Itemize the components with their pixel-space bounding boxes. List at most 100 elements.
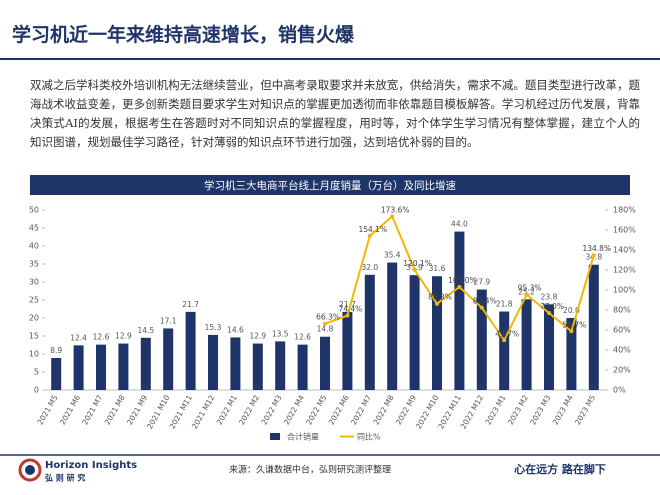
x-tick-label: 2022 M12 (459, 393, 486, 430)
bar-label: 12.9 (115, 332, 132, 341)
line-point (591, 253, 596, 258)
legend-label: 合计销量 (287, 432, 319, 442)
bar-label: 14.8 (317, 325, 334, 334)
x-tick-label: 2022 M6 (327, 393, 351, 426)
bar (476, 289, 487, 390)
x-tick-label: 2022 M8 (372, 393, 396, 426)
bar (140, 337, 151, 390)
bar-label: 31.6 (429, 264, 446, 273)
bar (544, 304, 554, 390)
line-label: 134.8% (582, 244, 611, 253)
bar (499, 311, 510, 390)
y-tick-label: 20 (29, 314, 39, 323)
bar-label: 21.8 (496, 300, 513, 309)
paragraph: 双减之后学科类校外培训机构无法继续营业，但中高考录取要求并未放宽，供给消失，需求… (30, 78, 640, 149)
y2-tick-label: 140% (613, 246, 636, 255)
source: 来源：久谦数据中台，弘则研究测评整理 (229, 464, 391, 476)
x-tick-label: 2023 M1 (484, 393, 508, 426)
line-point (323, 321, 327, 326)
x-tick-label: 2022 M7 (349, 393, 373, 426)
bar-label: 27.9 (473, 278, 490, 287)
bar-label: 44.0 (451, 220, 468, 229)
y2-tick-label: 0% (613, 386, 626, 395)
bar-label: 21.7 (182, 300, 199, 309)
y-tick-label: 10 (29, 350, 39, 359)
x-tick-label: 2022 M5 (304, 393, 328, 426)
line-label: 154.1% (358, 225, 387, 234)
bar (96, 344, 106, 390)
bar (163, 328, 174, 390)
x-tick-label: 2022 M1 (215, 393, 239, 426)
bar-label: 12.4 (70, 333, 87, 342)
line-label: 95.3% (518, 284, 542, 293)
bar-label: 12.6 (294, 333, 311, 342)
logo-icon (18, 458, 42, 482)
line-point (367, 233, 372, 238)
bar-label: 23.8 (541, 292, 558, 301)
bar (432, 276, 442, 390)
x-tick-label: 2022 M3 (260, 393, 284, 426)
line-label: 86.3% (428, 293, 452, 302)
bar (73, 345, 84, 390)
x-tick-label: 2022 M2 (237, 393, 261, 426)
line-label: 58.7% (562, 320, 586, 329)
y2-tick-label: 40% (613, 346, 631, 355)
y2-tick-label: 20% (613, 366, 631, 375)
x-tick-label: 2021 M12 (190, 393, 217, 430)
line-point (457, 285, 462, 289)
legend-swatch (270, 433, 280, 440)
y-tick-label: 15 (29, 332, 39, 341)
bar-label: 12.9 (249, 332, 266, 341)
x-tick-label: 2021 M8 (103, 393, 127, 426)
bar (588, 264, 599, 390)
legend-label: 同比% (357, 432, 381, 442)
x-tick-label: 2021 M5 (36, 393, 60, 426)
bar (297, 344, 308, 390)
bar (409, 275, 420, 390)
bar (364, 274, 375, 390)
bar-label: 25.2 (518, 287, 535, 296)
line-label: 120.1% (403, 259, 432, 268)
bar-label: 14.5 (137, 326, 154, 335)
y2-tick-label: 120% (613, 266, 636, 275)
y2-tick-label: 60% (613, 326, 631, 335)
line-label: 74.4% (338, 305, 362, 314)
x-tick-label: 2023 M5 (573, 393, 597, 426)
line-point (345, 313, 350, 318)
x-tick-label: 2022 M4 (282, 393, 306, 426)
bar-label: 32.0 (361, 263, 378, 272)
bar (51, 357, 62, 390)
bar (275, 341, 286, 390)
x-tick-label: 2021 M9 (125, 393, 149, 426)
line-label: 66.3% (316, 313, 340, 322)
line-point (479, 305, 484, 310)
chart-title-bar (30, 175, 630, 195)
logo-sub: 弘 则 研 究 (45, 473, 85, 483)
bar-label: 17.1 (160, 316, 177, 325)
line-point (502, 338, 507, 343)
bar-label: 8.9 (50, 346, 62, 355)
bar-label: 21.7 (339, 300, 356, 309)
line-label: 77.0% (540, 302, 564, 311)
line-label: 173.6% (381, 205, 410, 214)
bar-label: 20.0 (563, 306, 580, 315)
bar (387, 262, 398, 390)
y-tick-label: 45 (29, 224, 39, 233)
x-tick-label: 2023 M3 (528, 393, 552, 426)
y-tick-label: 25 (29, 296, 39, 305)
line-point (435, 301, 439, 306)
bar-label: 13.5 (272, 329, 289, 338)
x-tick-label: 2023 M4 (551, 393, 575, 426)
title-rule (0, 58, 660, 60)
x-tick-label: 2021 M7 (80, 393, 104, 426)
bar (185, 311, 196, 390)
line-point (547, 311, 551, 315)
line-point (412, 267, 417, 272)
bar-label: 15.3 (205, 323, 222, 332)
y-tick-label: 5 (34, 368, 39, 377)
bar (230, 337, 241, 390)
bar-label: 35.4 (384, 251, 401, 260)
y-tick-label: 35 (29, 260, 39, 269)
